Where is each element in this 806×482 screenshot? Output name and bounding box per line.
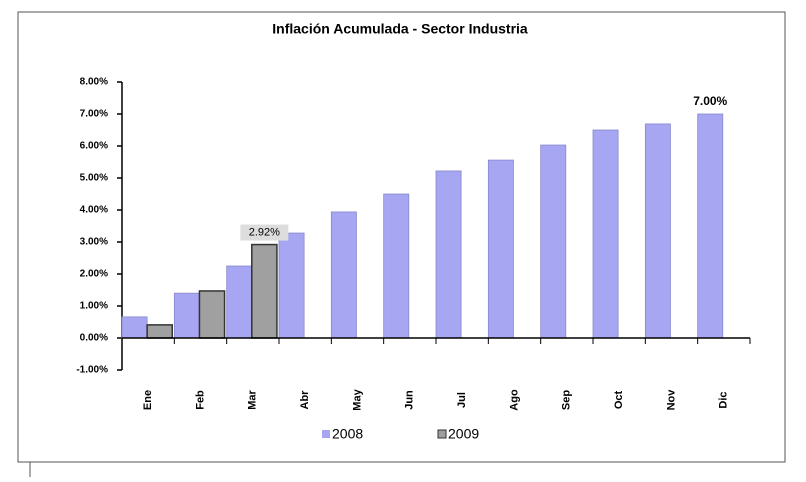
bar xyxy=(146,324,173,339)
bar xyxy=(644,123,671,339)
legend-swatch xyxy=(322,430,330,438)
bar xyxy=(278,232,305,339)
y-tick-label: 5.00% xyxy=(80,173,108,184)
y-tick-label: 6.00% xyxy=(80,141,108,152)
x-tick-label: Ene xyxy=(142,390,154,410)
data-label: 2.92% xyxy=(249,226,280,238)
x-tick-label: Dic xyxy=(718,391,730,408)
y-tick-label: 3.00% xyxy=(80,237,108,248)
bar xyxy=(487,159,514,339)
x-tick-label: Jun xyxy=(404,390,416,410)
y-tick-label: 2.00% xyxy=(80,269,108,280)
x-tick-label: Ago xyxy=(508,389,520,411)
bar xyxy=(435,170,462,339)
x-tick-label: Abr xyxy=(299,390,311,410)
x-tick-label: Mar xyxy=(247,390,259,410)
y-tick-label: 0.00% xyxy=(80,333,108,344)
y-tick-label: 1.00% xyxy=(80,301,108,312)
bar xyxy=(173,292,200,339)
legend-label: 2009 xyxy=(448,426,479,442)
y-tick-label: 8.00% xyxy=(80,77,108,88)
x-tick-label: Nov xyxy=(665,389,677,411)
x-tick-label: Jul xyxy=(456,392,468,408)
legend-label: 2008 xyxy=(332,426,363,442)
bar xyxy=(697,113,724,339)
bar xyxy=(330,211,357,339)
bar xyxy=(121,316,148,339)
chart-title: Inflación Acumulada - Sector Industria xyxy=(272,21,528,37)
bar xyxy=(383,193,410,339)
x-tick-label: May xyxy=(351,388,363,410)
label-box xyxy=(240,224,289,241)
x-tick-label: Oct xyxy=(613,390,625,409)
legend-swatch xyxy=(437,429,447,439)
y-tick-label: 4.00% xyxy=(80,205,108,216)
x-tick-label: Feb xyxy=(194,390,206,410)
bar xyxy=(540,144,567,339)
bar xyxy=(592,129,619,339)
x-tick-label: Sep xyxy=(561,390,573,410)
data-label: 7.00% xyxy=(693,94,727,108)
y-tick-label: -1.00% xyxy=(76,365,108,376)
bar xyxy=(198,290,226,339)
bar xyxy=(226,265,253,339)
bar xyxy=(251,243,278,339)
y-tick-label: 7.00% xyxy=(80,109,108,120)
